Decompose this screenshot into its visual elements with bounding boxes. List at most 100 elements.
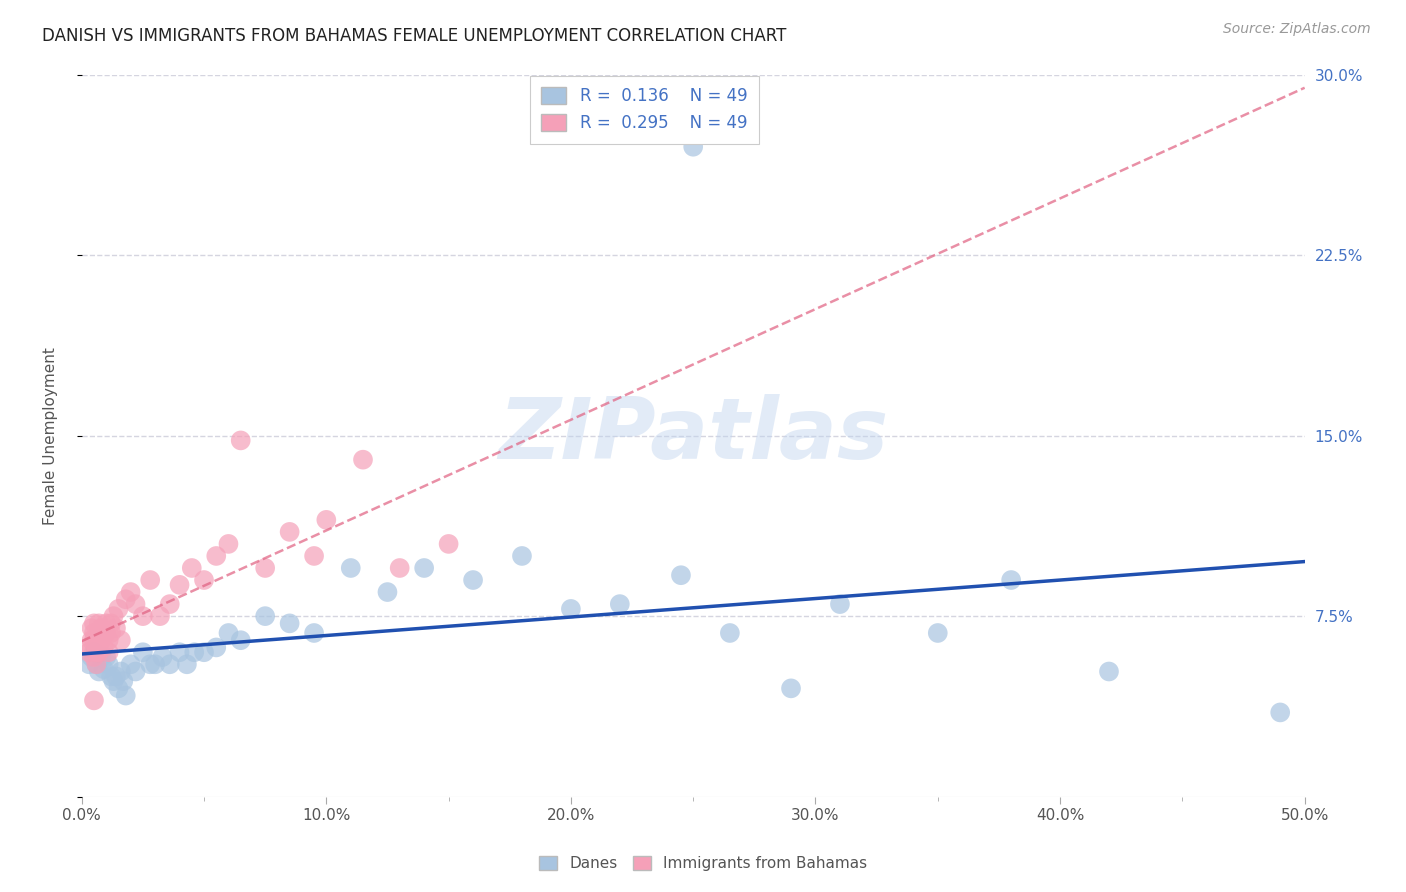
Point: [218, 626, 240, 640]
Point: [104, 621, 127, 635]
Point: [682, 140, 704, 154]
Point: [229, 434, 252, 448]
Point: [176, 657, 198, 672]
Point: [169, 578, 191, 592]
Point: [669, 568, 692, 582]
Point: [93, 626, 115, 640]
Point: [510, 549, 533, 563]
Point: [169, 645, 191, 659]
Point: [90, 650, 112, 665]
Point: [107, 602, 129, 616]
Point: [193, 573, 215, 587]
Point: [120, 585, 142, 599]
Point: [159, 597, 181, 611]
Point: [124, 665, 146, 679]
Point: [114, 592, 136, 607]
Point: [83, 645, 105, 659]
Point: [183, 645, 205, 659]
Point: [229, 633, 252, 648]
Point: [93, 662, 115, 676]
Point: [87, 616, 110, 631]
Point: [80, 621, 103, 635]
Point: [86, 640, 108, 655]
Point: [437, 537, 460, 551]
Point: [80, 650, 103, 665]
Point: [205, 549, 228, 563]
Point: [114, 689, 136, 703]
Point: [461, 573, 484, 587]
Point: [96, 626, 118, 640]
Point: [218, 537, 240, 551]
Legend: R =  0.136    N = 49, R =  0.295    N = 49: R = 0.136 N = 49, R = 0.295 N = 49: [530, 76, 759, 144]
Point: [120, 657, 142, 672]
Point: [152, 650, 174, 665]
Point: [97, 645, 120, 659]
Point: [86, 645, 108, 659]
Point: [77, 645, 100, 659]
Point: [377, 585, 399, 599]
Point: [83, 626, 105, 640]
Point: [143, 657, 166, 672]
Point: [97, 657, 120, 672]
Point: [132, 645, 155, 659]
Point: [302, 626, 325, 640]
Point: [83, 650, 105, 665]
Point: [1270, 706, 1292, 720]
Point: [139, 657, 162, 672]
Point: [927, 626, 949, 640]
Point: [83, 616, 105, 631]
Point: [780, 681, 803, 696]
Legend: Danes, Immigrants from Bahamas: Danes, Immigrants from Bahamas: [533, 850, 873, 877]
Point: [87, 665, 110, 679]
Point: [90, 621, 112, 635]
Point: [132, 609, 155, 624]
Point: [110, 665, 132, 679]
Point: [159, 657, 181, 672]
Point: [205, 640, 228, 655]
Point: [302, 549, 325, 563]
Point: [352, 452, 374, 467]
Point: [609, 597, 631, 611]
Point: [103, 609, 125, 624]
Point: [77, 657, 100, 672]
Point: [90, 633, 112, 648]
Point: [560, 602, 582, 616]
Point: [87, 645, 110, 659]
Point: [149, 609, 172, 624]
Point: [100, 616, 122, 631]
Point: [124, 597, 146, 611]
Point: [139, 573, 162, 587]
Point: [83, 693, 105, 707]
Point: [93, 640, 115, 655]
Point: [80, 633, 103, 648]
Point: [339, 561, 361, 575]
Point: [112, 674, 135, 689]
Point: [107, 681, 129, 696]
Point: [718, 626, 741, 640]
Point: [388, 561, 411, 575]
Point: [315, 513, 337, 527]
Point: [278, 524, 301, 539]
Point: [278, 616, 301, 631]
Point: [100, 669, 122, 683]
Point: [104, 669, 127, 683]
Point: [193, 645, 215, 659]
Point: [254, 609, 277, 624]
Point: [96, 616, 118, 631]
Point: [254, 561, 277, 575]
Point: [1000, 573, 1022, 587]
Point: [100, 626, 122, 640]
Point: [828, 597, 851, 611]
Text: ZIPatlas: ZIPatlas: [498, 394, 889, 477]
Text: Source: ZipAtlas.com: Source: ZipAtlas.com: [1223, 22, 1371, 37]
Point: [97, 633, 120, 648]
Point: [413, 561, 436, 575]
Point: [180, 561, 202, 575]
Point: [77, 640, 100, 655]
Point: [1098, 665, 1121, 679]
Point: [86, 657, 108, 672]
Point: [110, 633, 132, 648]
Text: DANISH VS IMMIGRANTS FROM BAHAMAS FEMALE UNEMPLOYMENT CORRELATION CHART: DANISH VS IMMIGRANTS FROM BAHAMAS FEMALE…: [42, 27, 786, 45]
Y-axis label: Female Unemployment: Female Unemployment: [44, 347, 58, 524]
Point: [86, 657, 108, 672]
